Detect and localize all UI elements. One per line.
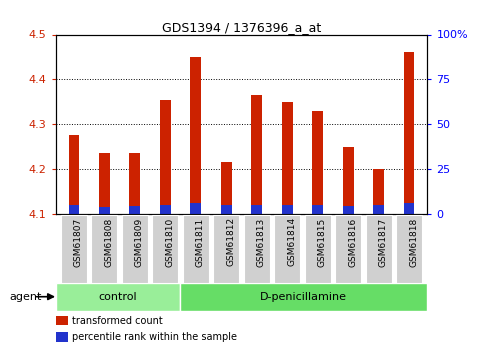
Text: GSM61813: GSM61813: [257, 217, 266, 267]
Bar: [99, 207, 110, 214]
Bar: [190, 203, 201, 214]
Text: GSM61815: GSM61815: [318, 217, 327, 267]
Bar: [252, 205, 262, 214]
FancyBboxPatch shape: [213, 215, 239, 283]
Bar: [99, 153, 110, 214]
FancyBboxPatch shape: [122, 215, 148, 283]
Bar: [69, 135, 79, 214]
FancyBboxPatch shape: [152, 215, 178, 283]
Text: GSM61814: GSM61814: [287, 217, 296, 266]
Bar: [404, 52, 414, 214]
Bar: [252, 95, 262, 214]
Bar: [373, 169, 384, 214]
Bar: [404, 203, 414, 214]
Bar: [313, 205, 323, 214]
FancyBboxPatch shape: [61, 215, 87, 283]
Bar: [373, 205, 384, 214]
FancyBboxPatch shape: [91, 215, 117, 283]
Bar: [221, 205, 231, 214]
Text: GSM61816: GSM61816: [348, 217, 357, 267]
Text: GDS1394 / 1376396_a_at: GDS1394 / 1376396_a_at: [162, 21, 321, 34]
Bar: [129, 153, 140, 214]
Bar: [282, 102, 293, 214]
Bar: [282, 205, 293, 214]
FancyBboxPatch shape: [244, 215, 270, 283]
FancyBboxPatch shape: [180, 283, 427, 310]
Text: GSM61812: GSM61812: [226, 217, 235, 266]
Text: transformed count: transformed count: [72, 316, 163, 325]
Text: percentile rank within the sample: percentile rank within the sample: [72, 332, 238, 342]
FancyBboxPatch shape: [366, 215, 392, 283]
Bar: [129, 206, 140, 214]
Text: GSM61807: GSM61807: [74, 217, 83, 267]
Text: D-penicillamine: D-penicillamine: [260, 292, 347, 302]
FancyBboxPatch shape: [183, 215, 209, 283]
Bar: [313, 111, 323, 214]
Text: GSM61810: GSM61810: [165, 217, 174, 267]
FancyBboxPatch shape: [335, 215, 361, 283]
FancyBboxPatch shape: [305, 215, 331, 283]
Bar: [190, 57, 201, 214]
Bar: [160, 205, 170, 214]
Text: GSM61818: GSM61818: [409, 217, 418, 267]
Text: control: control: [98, 292, 137, 302]
Bar: [69, 205, 79, 214]
Bar: [160, 99, 170, 214]
Bar: [343, 147, 354, 214]
Text: agent: agent: [10, 292, 42, 302]
Bar: [221, 162, 231, 214]
FancyBboxPatch shape: [274, 215, 300, 283]
Text: GSM61817: GSM61817: [379, 217, 388, 267]
Text: GSM61811: GSM61811: [196, 217, 205, 267]
FancyBboxPatch shape: [396, 215, 422, 283]
Bar: [343, 206, 354, 214]
Text: GSM61808: GSM61808: [104, 217, 114, 267]
FancyBboxPatch shape: [56, 283, 180, 310]
Text: GSM61809: GSM61809: [135, 217, 144, 267]
